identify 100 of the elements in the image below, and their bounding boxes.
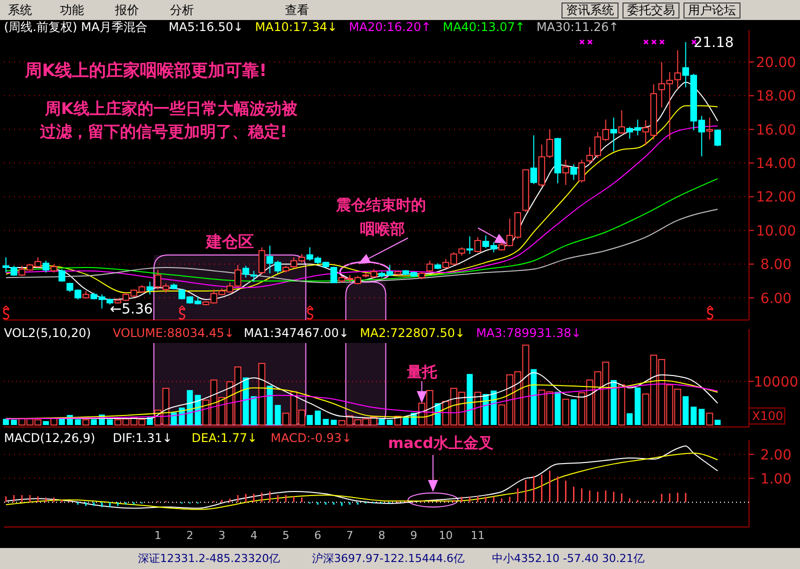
bar — [266, 386, 273, 425]
candlestick — [578, 159, 586, 183]
y-tick-label: 12.00 — [756, 190, 796, 206]
candlestick — [530, 134, 538, 185]
bar — [690, 406, 697, 425]
bar — [714, 420, 721, 425]
y-tick-label: 18.00 — [756, 88, 796, 105]
text: 报价 — [114, 3, 139, 17]
y-tick-label: 2.00 — [760, 447, 792, 464]
candlestick — [242, 265, 250, 278]
candlestick — [714, 128, 722, 147]
x-tick-label: 6 — [314, 529, 322, 542]
text: 系统 — [8, 3, 32, 17]
text: MA40:13.07↑ — [442, 20, 526, 34]
bar — [330, 420, 337, 425]
text: MA1:347467.00↓ — [244, 326, 349, 340]
bar — [186, 390, 193, 425]
y-tick-label: 1.00 — [760, 471, 792, 488]
bar — [626, 413, 633, 425]
candlestick — [618, 110, 626, 134]
band-label: 建仓区 — [204, 232, 254, 251]
y-tick-label: 20.00 — [756, 55, 796, 71]
annotation: ←5.36 — [110, 302, 153, 318]
candlestick — [674, 50, 682, 90]
bar — [474, 392, 482, 426]
text: MA3:789931.38↓ — [476, 326, 582, 340]
x-tick-label: 8 — [378, 529, 386, 542]
text: 查看 — [285, 3, 309, 17]
text: MA30:11.26↑ — [536, 20, 619, 34]
text: MACD:-0.93↓ — [270, 431, 352, 445]
bar — [378, 418, 385, 425]
bar — [562, 398, 570, 426]
x-tick-label: 4 — [250, 529, 258, 542]
text: 用户论坛 — [688, 3, 736, 17]
annotation: 周K线上的庄家咽喉部更加可靠! — [24, 61, 267, 81]
annotation: macd水上金叉 — [388, 434, 494, 452]
candlestick — [474, 236, 482, 253]
bar — [386, 420, 393, 425]
bar — [2, 418, 9, 425]
candlestick — [330, 266, 338, 284]
line-series — [5, 178, 718, 282]
annotation: 过滤，留下的信号更加明了、稳定! — [39, 122, 288, 141]
annotation: 量托 — [406, 363, 438, 382]
text: X100 — [752, 409, 784, 423]
text: MA2:722807.50↓ — [360, 326, 466, 340]
candlestick — [706, 117, 714, 140]
text: 功能 — [60, 3, 84, 17]
text: VOLUME:88034.45↓ — [112, 326, 234, 340]
y-tick-label: 10000 — [754, 374, 798, 390]
x-tick-label: 5 — [282, 529, 290, 542]
x-tick-label: 2 — [186, 529, 194, 542]
bar — [402, 417, 409, 425]
x-tick-label: 1 — [154, 529, 162, 542]
y-tick-label: 10.00 — [756, 223, 796, 240]
text: 中小4352.10 -57.40 30.21亿 — [492, 552, 644, 565]
bar — [466, 374, 473, 425]
text: MA5:16.50↓ — [168, 20, 244, 34]
y-tick-label: 14.00 — [756, 156, 796, 172]
bar — [258, 362, 266, 426]
candlestick — [610, 117, 618, 152]
bar — [10, 420, 17, 425]
text: DIF:1.31↓ — [112, 431, 172, 445]
chart-title: (周线.前复权) MA月季混合 — [4, 20, 148, 34]
bar — [610, 380, 617, 425]
text: MA20:16.20↑ — [348, 20, 432, 34]
x-tick-label: 3 — [218, 529, 226, 542]
bar — [682, 396, 689, 425]
bar — [314, 410, 321, 425]
bar — [90, 419, 97, 425]
candlestick — [466, 236, 474, 254]
annotation: 周K线上庄家的一些日常大幅波动被 — [44, 99, 298, 118]
candlestick — [562, 159, 570, 186]
chart-title: VOL2(5,10,20) — [4, 326, 91, 340]
candlestick — [146, 281, 154, 295]
y-tick-label: 8.00 — [760, 257, 792, 274]
bar — [242, 377, 249, 425]
candlestick — [570, 164, 578, 180]
bar — [74, 419, 81, 425]
candlestick — [258, 246, 266, 275]
bar — [82, 419, 90, 426]
bar — [322, 418, 329, 425]
bar — [554, 392, 561, 425]
candlestick — [250, 270, 258, 282]
text: 深证12331.2-485.23320亿 — [138, 552, 280, 565]
bar — [634, 387, 641, 425]
bar — [58, 418, 65, 425]
y-tick-label: 6.00 — [760, 290, 792, 307]
bar — [42, 421, 49, 425]
x-tick-label: 10 — [438, 529, 453, 542]
candlestick — [58, 268, 66, 282]
y-tick-label: 16.00 — [756, 122, 796, 138]
text: 资讯系统 — [566, 3, 614, 17]
bar — [274, 404, 281, 425]
annotation: 21.18 — [694, 35, 734, 52]
text: 委托交易 — [627, 3, 675, 17]
bar — [530, 369, 537, 425]
candlestick — [426, 260, 434, 274]
text: MA10:17.34↓ — [255, 20, 338, 34]
candlestick — [42, 260, 50, 274]
annotation: 咽喉部 — [360, 220, 405, 238]
